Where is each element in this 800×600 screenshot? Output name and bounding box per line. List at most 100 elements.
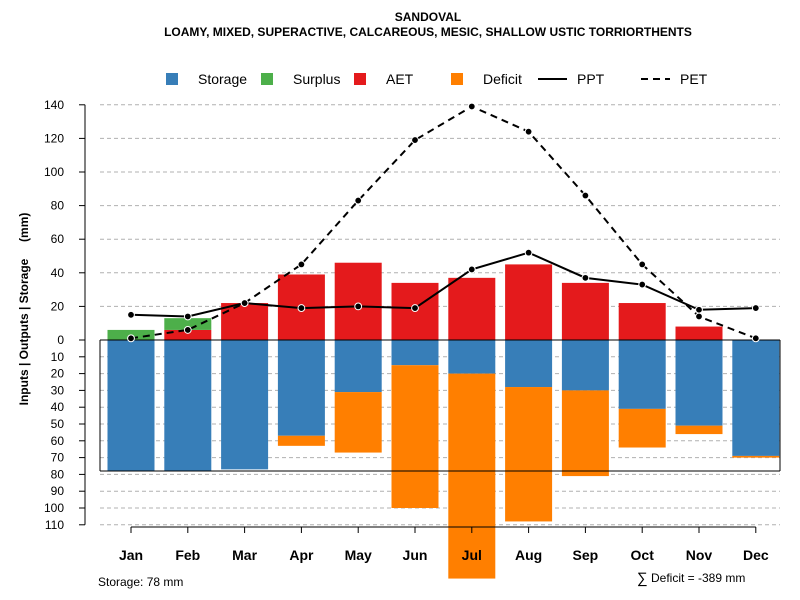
pet-point [751, 334, 760, 343]
x-tick-label: Jan [119, 547, 143, 563]
deficit-bar [618, 408, 666, 448]
deficit-bar [561, 390, 609, 477]
y-tick-label: 120 [44, 131, 64, 145]
y-tick-label: 80 [51, 199, 65, 213]
pet-point [581, 191, 590, 200]
legend-label: Storage [198, 71, 247, 87]
reference-lines [99, 339, 781, 472]
x-tick-label: Mar [232, 547, 257, 563]
y-tick-label: 100 [44, 501, 64, 515]
pet-line [130, 105, 757, 340]
y-tick-label: 140 [44, 98, 64, 112]
x-tick-label: Sep [573, 547, 599, 563]
ppt-point [695, 305, 703, 314]
aet-bar [561, 282, 609, 340]
storage-bar [164, 340, 212, 472]
y-tick-label: 10 [51, 350, 65, 364]
y-tick-label: 30 [51, 383, 65, 397]
y-tick-label: 80 [51, 467, 65, 481]
legend-swatch [354, 73, 366, 85]
bars [107, 262, 780, 579]
y-axis: 0 20 40 60 80 100 120 140 10 20 30 40 50 60 70 80 90 100 1… [44, 98, 86, 532]
ppt-point [127, 310, 135, 319]
storage-bar [618, 340, 666, 409]
ppt-line [130, 251, 756, 318]
pet-point [524, 127, 533, 136]
deficit-bar [277, 435, 325, 446]
storage-bar [277, 340, 325, 436]
legend-label: Deficit [483, 71, 522, 87]
deficit-bar [732, 455, 780, 458]
x-tick-label: Jul [462, 547, 482, 563]
ppt-point [751, 304, 760, 312]
pet-point [183, 326, 192, 334]
aet-bar [334, 262, 382, 340]
legend-label: PET [680, 71, 708, 87]
chart-title: SANDOVAL [395, 10, 461, 24]
legend-label: AET [386, 71, 414, 87]
gridlines [100, 104, 780, 526]
footer-deficit: Deficit = -389 mm [651, 571, 745, 585]
footer-sigma-icon: ∑ [637, 570, 648, 587]
y-tick-label: 70 [51, 451, 65, 465]
y-tick-label: 90 [51, 484, 65, 498]
lines [127, 102, 760, 343]
pet-point [240, 299, 249, 307]
y-axis-label: Inputs | Outputs | Storage (mm) [17, 213, 31, 406]
deficit-bar [334, 392, 382, 453]
legend-swatch [261, 73, 273, 85]
aet-bar [618, 303, 666, 340]
legend-swatch [166, 73, 178, 85]
pet-point [127, 334, 135, 343]
ppt-point [411, 304, 419, 312]
y-tick-label: 0 [57, 333, 64, 347]
deficit-bar [448, 373, 496, 579]
surplus-bar [164, 318, 212, 330]
pet-point [411, 136, 419, 144]
pet-point [354, 196, 363, 205]
storage-bar [732, 340, 780, 456]
x-tick-label: Dec [743, 547, 769, 563]
x-tick-label: Nov [686, 547, 713, 563]
x-tick-label: Jun [403, 547, 428, 563]
aet-bar [505, 264, 553, 340]
ppt-point [297, 304, 306, 312]
x-tick-label: May [345, 547, 372, 563]
legend-label: Surplus [293, 71, 340, 87]
pet-point [467, 102, 476, 111]
ppt-point [581, 273, 590, 282]
aet-bar [448, 277, 496, 340]
y-tick-label: 50 [51, 417, 65, 431]
y-tick-label: 60 [51, 232, 65, 246]
aet-bar [675, 326, 723, 340]
pet-point [638, 260, 647, 269]
storage-bar [221, 340, 269, 470]
ppt-point [638, 280, 647, 289]
legend: Storage Surplus AET Deficit PPT PET [166, 71, 708, 87]
deficit-bar [391, 365, 439, 508]
pet-point [297, 260, 306, 269]
deficit-bar [675, 425, 723, 435]
x-tick-label: Aug [515, 547, 542, 563]
footer-storage: Storage: 78 mm [98, 575, 183, 589]
storage-bar [448, 340, 496, 374]
ppt-point [524, 248, 533, 257]
ppt-point [183, 312, 192, 321]
x-axis: Jan Feb Mar Apr May Jun Jul Aug Sep Oct Nov Dec [119, 526, 769, 563]
y-tick-label: 60 [51, 434, 65, 448]
legend-swatch [451, 73, 463, 85]
x-tick-label: Apr [289, 547, 314, 563]
y-tick-label: 20 [51, 367, 65, 381]
y-tick-label: 40 [51, 400, 65, 414]
aet-bar [164, 329, 212, 340]
storage-bar [561, 340, 609, 391]
x-tick-label: Feb [175, 547, 200, 563]
storage-bar [391, 340, 439, 366]
storage-bar [107, 340, 155, 472]
x-tick-label: Oct [631, 547, 655, 563]
aet-bar [221, 303, 269, 340]
ppt-point [354, 302, 363, 311]
chart-subtitle: LOAMY, MIXED, SUPERACTIVE, CALCAREOUS, M… [164, 25, 692, 39]
pet-point [695, 312, 703, 321]
